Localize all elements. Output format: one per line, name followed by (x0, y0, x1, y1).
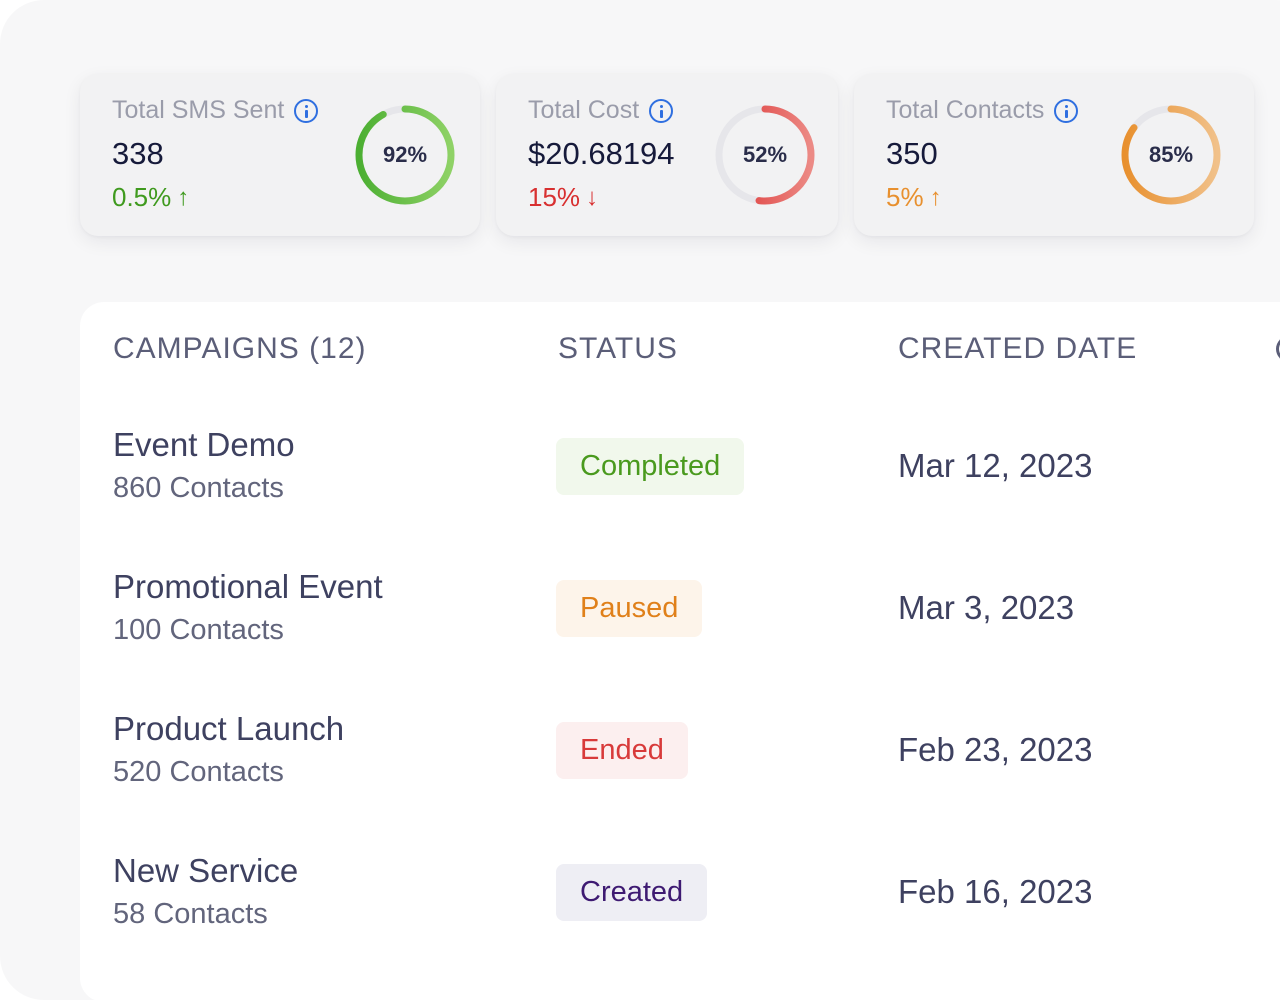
stat-label-wrap: Total SMS Sent (112, 96, 319, 125)
status-badge: Paused (556, 580, 703, 637)
status-badge: Ended (556, 722, 688, 779)
stat-card-sms-sent: Total SMS Sent 338 0.5% ↑ 92% (80, 74, 480, 236)
stat-card-total-contacts: Total Contacts 350 5% ↑ 85% (854, 74, 1254, 236)
campaign-contacts: 520 Contacts (113, 756, 284, 788)
campaign-name[interactable]: New Service (113, 852, 299, 889)
progress-percent: 85% (1148, 142, 1194, 167)
created-date: Feb 16, 2023 (898, 873, 1093, 910)
progress-percent: 52% (742, 142, 788, 167)
progress-ring-svg (355, 105, 455, 205)
campaign-contacts: 100 Contacts (113, 614, 284, 646)
stat-change-value: 0.5% (112, 182, 172, 212)
stat-change: 5% ↑ (886, 182, 942, 213)
stat-change-value: 15% (528, 182, 581, 212)
progress-ring-svg (1121, 105, 1221, 205)
column-header-clipped (1276, 336, 1280, 362)
stat-change: 15% ↓ (528, 182, 598, 213)
status-badge: Created (556, 864, 708, 921)
column-header-created-date[interactable]: CREATED DATE (898, 332, 1138, 365)
info-icon[interactable] (649, 98, 674, 123)
stat-card-total-cost: Total Cost $20.68194 15% ↓ 52% (496, 74, 838, 236)
progress-ring: 52% (713, 103, 817, 207)
table-row[interactable]: Event Demo 860 Contacts Completed Mar 12… (80, 426, 1280, 546)
campaigns-table: CAMPAIGNS (12) STATUS CREATED DATE Event… (80, 302, 1280, 1002)
campaign-name[interactable]: Promotional Event (113, 568, 383, 605)
status-badge: Completed (556, 438, 745, 495)
progress-ring-svg (715, 105, 815, 205)
stat-label: Total SMS Sent (112, 96, 285, 124)
info-icon[interactable] (294, 98, 319, 123)
campaign-contacts: 860 Contacts (113, 472, 284, 504)
campaign-contacts: 58 Contacts (113, 898, 268, 930)
stat-label-wrap: Total Cost (528, 96, 674, 125)
progress-ring-arc (355, 105, 455, 205)
table-row[interactable]: Promotional Event 100 Contacts Paused Ma… (80, 568, 1280, 688)
arrow-down-icon: ↓ (586, 183, 599, 211)
campaign-name[interactable]: Product Launch (113, 710, 345, 747)
created-date: Mar 3, 2023 (898, 589, 1075, 626)
table-row[interactable]: New Service 58 Contacts Created Feb 16, … (80, 852, 1280, 972)
progress-ring-arc (715, 105, 815, 205)
arrow-up-icon: ↑ (929, 183, 942, 211)
progress-ring: 85% (1119, 103, 1223, 207)
table-row[interactable]: Product Launch 520 Contacts Ended Feb 23… (80, 710, 1280, 830)
arrow-up-icon: ↑ (177, 183, 190, 211)
stat-label: Total Cost (528, 96, 640, 124)
stat-change: 0.5% ↑ (112, 182, 189, 213)
progress-percent: 92% (382, 142, 428, 167)
column-header-campaigns[interactable]: CAMPAIGNS (12) (113, 332, 367, 365)
created-date: Feb 23, 2023 (898, 731, 1093, 768)
info-icon[interactable] (1054, 98, 1079, 123)
stat-change-value: 5% (886, 182, 924, 212)
stat-value: 338 (112, 136, 164, 171)
progress-ring: 92% (353, 103, 457, 207)
stat-label-wrap: Total Contacts (886, 96, 1079, 125)
created-date: Mar 12, 2023 (898, 447, 1093, 484)
campaign-name[interactable]: Event Demo (113, 426, 295, 463)
stat-value: 350 (886, 136, 938, 171)
stat-label: Total Contacts (886, 96, 1045, 124)
stat-value: $20.68194 (528, 136, 675, 171)
progress-ring-arc (1121, 105, 1221, 205)
column-header-status[interactable]: STATUS (558, 332, 678, 365)
